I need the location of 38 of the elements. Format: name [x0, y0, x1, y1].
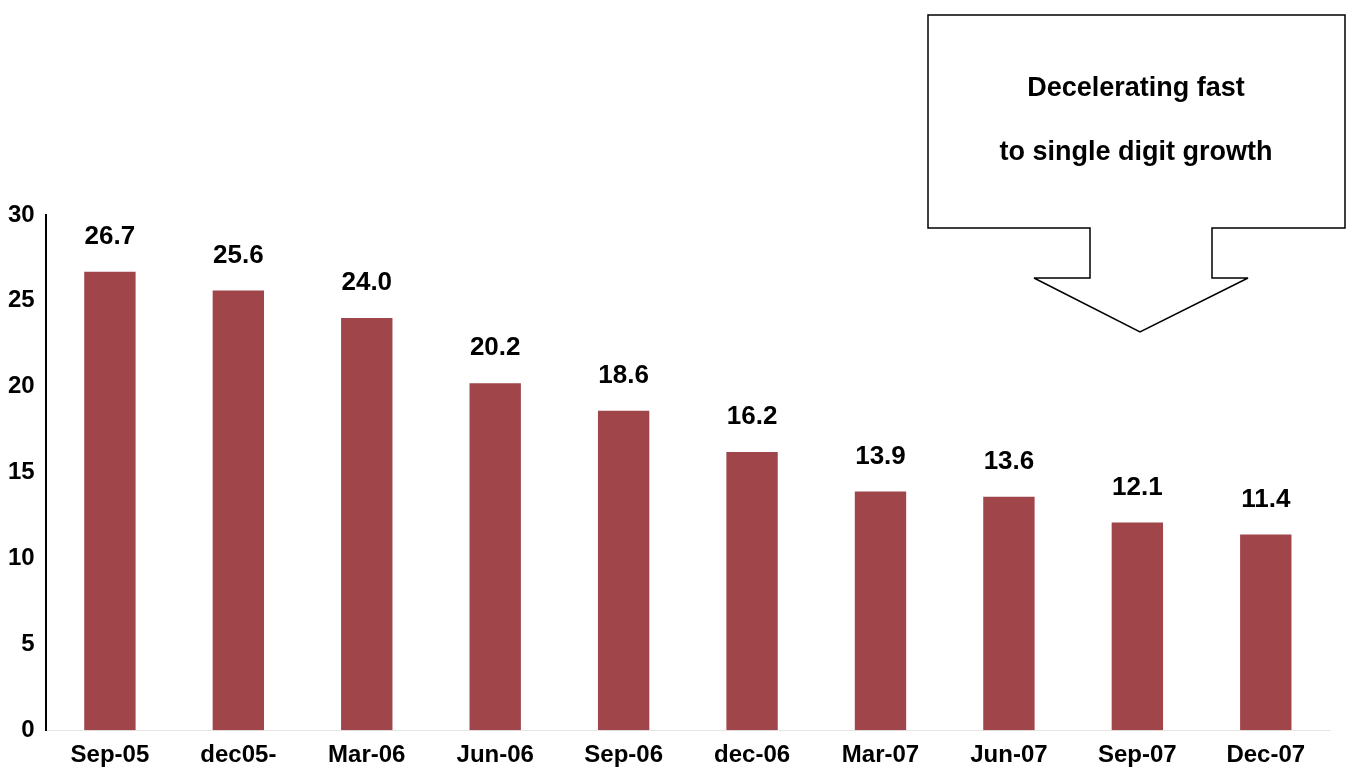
bar	[854, 491, 907, 731]
data-label: 18.6	[598, 358, 649, 389]
x-tick-label: Mar-07	[841, 740, 920, 768]
bar	[212, 290, 265, 731]
x-tick-label: Jun-07	[970, 740, 1048, 768]
y-tick-label: 25	[7, 285, 35, 313]
bar	[341, 318, 393, 731]
x-tick-label: Sep-06	[584, 740, 663, 768]
x-tick-label: Sep-05	[70, 740, 150, 768]
y-tick-label: 5	[21, 628, 35, 656]
text: Decelerating fast to single digit growth	[999, 72, 1273, 166]
x-tick-label: Mar-06	[328, 740, 406, 768]
x-tick-label: Jun-06	[456, 740, 534, 768]
data-label: 26.7	[84, 219, 136, 250]
data-label: 24.0	[341, 266, 393, 297]
bar	[983, 496, 1035, 731]
x-tick-label: dec05-	[200, 740, 277, 768]
data-label: 13.9	[855, 439, 906, 470]
y-tick-label: 15	[7, 457, 35, 485]
y-tick-label: 0	[21, 714, 35, 742]
x-tick-label: Dec-07	[1226, 740, 1306, 768]
data-label: 16.2	[726, 400, 778, 431]
data-label: 11.4	[1241, 482, 1291, 513]
x-tick-label: Sep-07	[1098, 740, 1177, 768]
bar	[1240, 534, 1292, 731]
x-tick-label: dec-06	[714, 740, 791, 768]
y-tick-label: 20	[7, 371, 35, 399]
bar	[726, 451, 778, 731]
bar	[469, 383, 521, 731]
data-label: 12.1	[1112, 470, 1163, 501]
bar	[597, 410, 650, 731]
data-label: 25.6	[213, 238, 264, 269]
bar	[84, 271, 136, 731]
data-label: 20.2	[469, 331, 521, 362]
y-tick-label: 10	[7, 543, 35, 571]
bar	[1111, 522, 1164, 731]
y-tick-label: 30	[7, 199, 35, 227]
data-label: 13.6	[983, 444, 1035, 475]
